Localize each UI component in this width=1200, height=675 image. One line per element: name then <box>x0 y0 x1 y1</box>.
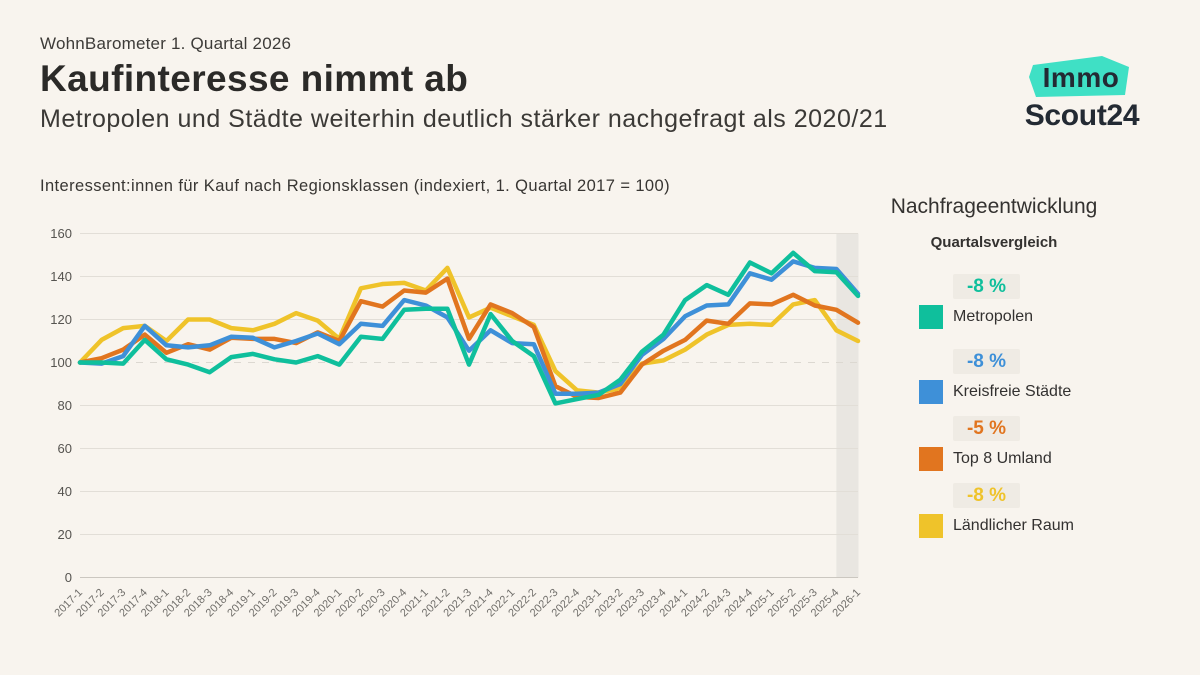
y-tick-label: 100 <box>50 355 72 370</box>
page-subtitle: Metropolen und Städte weiterhin deutlich… <box>40 105 888 133</box>
change-badge: -8 % <box>953 349 1020 374</box>
series-label: Top 8 Umland <box>953 450 1052 467</box>
line-chart: 0204060801001201401602017-12017-22017-32… <box>50 226 863 619</box>
series-label: Kreisfreie Städte <box>953 383 1072 400</box>
change-badge: -8 % <box>953 483 1020 508</box>
y-tick-label: 80 <box>58 398 72 413</box>
series-swatch <box>919 447 943 471</box>
y-tick-label: 140 <box>50 269 72 284</box>
logo-immo-text: Immo <box>1043 62 1120 93</box>
immoscout24-logo-graphic: Immo Scout24 <box>1025 56 1140 132</box>
y-tick-label: 20 <box>58 527 72 542</box>
series-line-top-8-umland <box>77 276 861 401</box>
change-badge: -5 % <box>953 416 1020 441</box>
chart-caption: Interessent:innen für Kauf nach Regionsk… <box>40 177 670 195</box>
y-tick-label: 40 <box>58 484 72 499</box>
series-swatch <box>919 305 943 329</box>
page-title: Kaufinteresse nimmt ab <box>40 58 469 99</box>
series-line-kreisfreie-städte <box>77 259 861 396</box>
series-line-metropolen <box>77 250 861 406</box>
logo-teal-box <box>1029 56 1129 97</box>
y-tick-label: 0 <box>65 570 72 585</box>
series-label: Metropolen <box>953 308 1034 325</box>
series-swatch <box>919 380 943 404</box>
series-label: Ländlicher Raum <box>953 517 1074 534</box>
logo-scout24-text: Scout24 <box>1025 99 1140 132</box>
y-tick-label: 120 <box>50 312 72 327</box>
y-tick-label: 60 <box>58 441 72 456</box>
legend-title: Nachfrageentwicklung <box>890 195 1098 218</box>
legend-panel: Nachfrageentwicklung Quartalsvergleich -… <box>853 195 1135 555</box>
eyebrow: WohnBarometer 1. Quartal 2026 <box>40 34 292 53</box>
y-tick-label: 160 <box>50 226 72 241</box>
legend-subtitle: Quartalsvergleich <box>930 234 1058 251</box>
change-badge: -8 % <box>953 274 1020 299</box>
series-swatch <box>919 514 943 538</box>
immoscout24-logo: Immo Scout24 <box>1018 50 1153 138</box>
